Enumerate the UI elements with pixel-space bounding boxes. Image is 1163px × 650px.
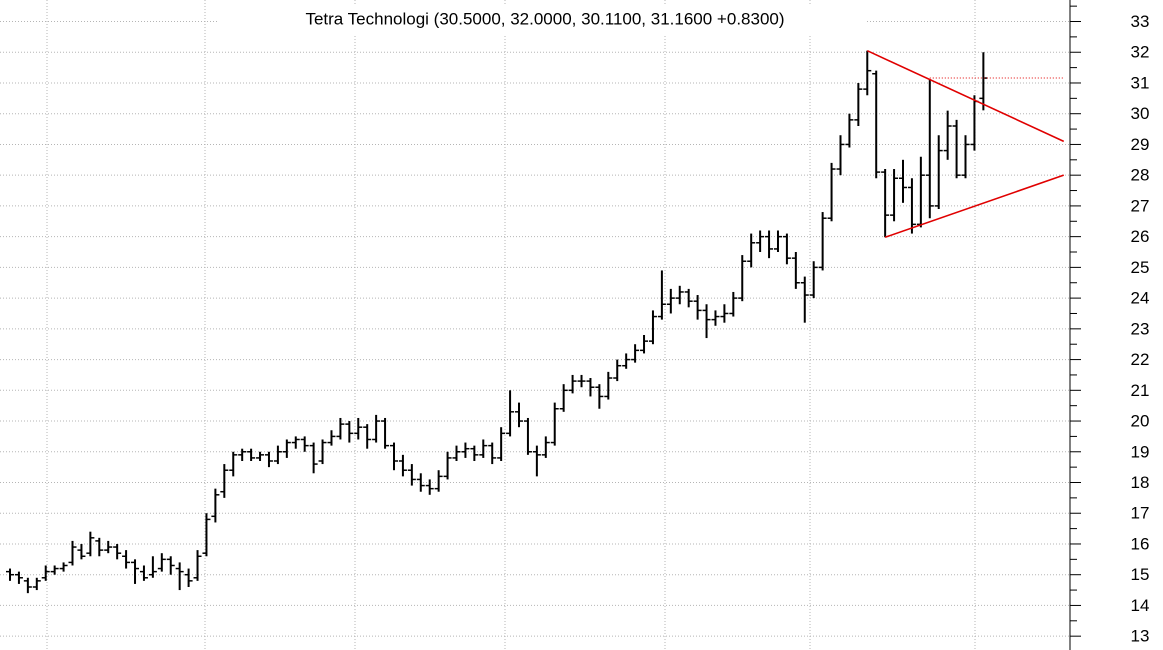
y-tick-label: 26: [1131, 227, 1150, 246]
y-tick-label: 17: [1131, 504, 1150, 523]
y-tick-label: 25: [1131, 258, 1150, 277]
y-tick-label: 27: [1131, 196, 1150, 215]
y-tick-label: 29: [1131, 135, 1150, 154]
y-tick-label: 14: [1131, 596, 1150, 615]
y-tick-label: 28: [1131, 166, 1150, 185]
y-tick-label: 30: [1131, 104, 1150, 123]
trend-line: [866, 49, 1065, 143]
y-tick-label: 22: [1131, 350, 1150, 369]
y-tick-label: 19: [1131, 442, 1150, 461]
y-tick-label: 33: [1131, 12, 1150, 31]
y-tick-label: 21: [1131, 381, 1150, 400]
y-tick-label: 16: [1131, 534, 1150, 553]
y-tick-label: 15: [1131, 565, 1150, 584]
title-background: [218, 6, 866, 34]
y-tick-label: 18: [1131, 473, 1150, 492]
y-tick-label: 32: [1131, 43, 1150, 62]
y-tick-label: 20: [1131, 412, 1150, 431]
y-tick-label: 13: [1131, 627, 1150, 646]
x-grid: [46, 0, 976, 650]
trend-line: [884, 174, 1065, 239]
y-tick-label: 23: [1131, 319, 1150, 338]
y-tick-label: 24: [1131, 289, 1150, 308]
chart-title: Tetra Technologi (30.5000, 32.0000, 30.1…: [305, 9, 784, 28]
y-tick-label: 31: [1131, 73, 1150, 92]
